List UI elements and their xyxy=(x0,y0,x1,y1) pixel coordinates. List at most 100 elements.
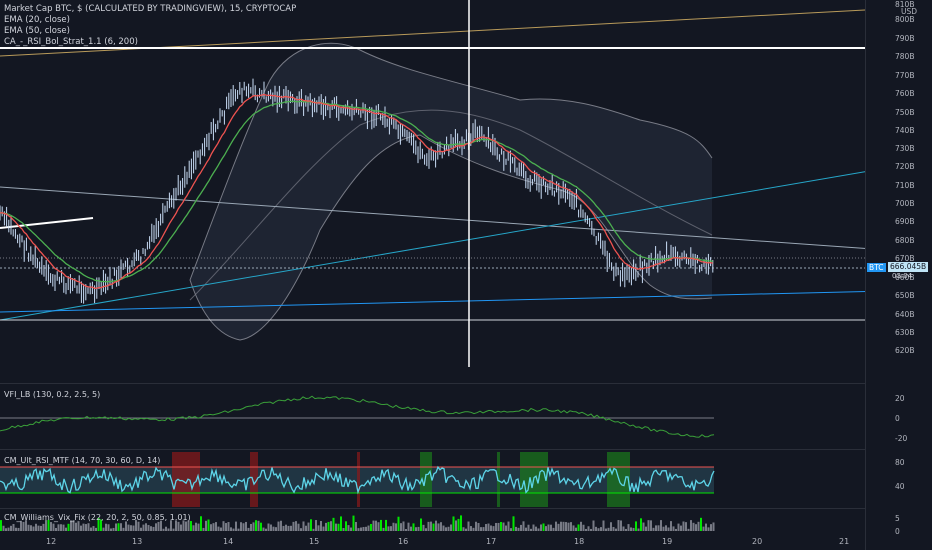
vix-bar xyxy=(42,523,45,531)
vix-bar xyxy=(467,521,470,531)
vfi-tick-20: 20 xyxy=(895,394,905,403)
vix-bar xyxy=(17,527,20,531)
vfi-label[interactable]: VFI_LB (130, 0.2, 2.5, 5) xyxy=(4,390,101,399)
rsi-signal-bar xyxy=(357,452,360,507)
vix-bar xyxy=(97,517,100,531)
time-tick: 14 xyxy=(223,537,234,546)
vix-bar xyxy=(492,526,495,531)
indicator-rsi-bol[interactable]: CA_-_RSI_Bol_Strat_1.1 (6, 200) xyxy=(4,37,138,47)
vix-bar xyxy=(32,526,35,531)
vix-bar xyxy=(487,523,490,531)
vix-bar xyxy=(632,527,635,531)
vix-bar xyxy=(405,528,407,531)
vix-bar xyxy=(560,521,562,531)
vix-bar xyxy=(107,524,110,531)
price-tick: 670B xyxy=(895,254,915,263)
vix-bar xyxy=(310,519,312,531)
vix-bar xyxy=(252,522,255,531)
vix-bar xyxy=(95,527,97,531)
vix-bar xyxy=(207,519,210,531)
vfi-pane[interactable] xyxy=(0,395,715,438)
vix-bar xyxy=(45,520,47,531)
vix-bar xyxy=(222,521,225,531)
price-axis[interactable] xyxy=(865,0,932,550)
vix-bar xyxy=(175,520,177,531)
pane-separator-1[interactable] xyxy=(0,383,865,384)
vix-bar xyxy=(170,520,172,531)
vix-bar xyxy=(395,523,397,531)
vix-label[interactable]: CM_Williams_Vix_Fix (22, 20, 2, 50, 0.85… xyxy=(4,513,191,522)
time-tick: 19 xyxy=(662,537,673,546)
vix-bar xyxy=(25,520,27,531)
price-tick: 620B xyxy=(895,346,915,355)
vix-bar xyxy=(437,523,440,531)
vix-bar xyxy=(262,527,265,531)
price-tick: 730B xyxy=(895,144,915,153)
vix-bar xyxy=(415,527,417,531)
vix-bar xyxy=(135,520,137,531)
vix-bar xyxy=(535,526,537,531)
vix-bar xyxy=(200,516,202,531)
vix-bar xyxy=(210,524,212,531)
vix-bar xyxy=(477,523,480,531)
vix-bar xyxy=(682,521,685,531)
vix-bar xyxy=(357,528,360,531)
vix-bar xyxy=(15,527,17,531)
time-tick: 15 xyxy=(309,537,320,546)
vix-bar xyxy=(182,520,185,531)
vix-bar xyxy=(372,520,375,531)
vix-bar xyxy=(302,521,305,531)
symbol-title[interactable]: Market Cap BTC, $ (CALCULATED BY TRADING… xyxy=(4,4,297,14)
vix-bar xyxy=(692,522,695,531)
vix-bar xyxy=(67,523,70,531)
vix-bar xyxy=(630,527,632,531)
vix-bar xyxy=(352,515,355,531)
descending-trendline xyxy=(0,186,888,251)
indicator-ema20[interactable]: EMA (20, close) xyxy=(4,15,70,25)
vix-bar xyxy=(237,528,240,531)
vix-bar xyxy=(355,522,357,531)
vix-bar xyxy=(552,527,555,531)
pane-separator-2[interactable] xyxy=(0,449,865,450)
vix-bar xyxy=(562,521,565,531)
vix-bar xyxy=(0,520,2,531)
vix-bar xyxy=(197,523,200,531)
rsi-label[interactable]: CM_Ult_RSI_MTF (14, 70, 30, 60, D, 14) xyxy=(4,456,161,465)
rsi-signal-bar xyxy=(172,452,200,507)
price-tick: 640B xyxy=(895,310,915,319)
vix-bar xyxy=(402,521,405,531)
vix-bar xyxy=(115,523,117,531)
vix-bar xyxy=(62,524,65,531)
vix-bar xyxy=(285,524,287,531)
vix-bar xyxy=(412,523,415,531)
pane-separator-3[interactable] xyxy=(0,508,865,509)
vix-bar xyxy=(707,527,710,531)
vix-bar xyxy=(185,521,187,531)
vix-bar xyxy=(360,527,362,531)
vix-bar xyxy=(112,527,115,531)
vix-bar xyxy=(35,523,37,531)
vix-bar xyxy=(417,526,420,531)
vix-bar xyxy=(120,523,122,531)
vix-bar xyxy=(225,523,227,531)
vix-bar xyxy=(145,523,147,531)
vix-bar xyxy=(150,526,152,531)
vix-bar xyxy=(597,528,600,531)
vix-bar xyxy=(420,518,422,531)
vix-bar xyxy=(557,523,560,531)
vix-bar xyxy=(652,527,655,531)
vix-bar xyxy=(165,526,167,531)
vix-bar xyxy=(2,525,5,531)
vix-bar xyxy=(615,528,617,531)
vix-bar xyxy=(392,522,395,531)
vix-bar xyxy=(690,520,692,531)
price-tick: 630B xyxy=(895,328,915,337)
rsi-pane[interactable] xyxy=(0,452,715,507)
indicator-ema50[interactable]: EMA (50, close) xyxy=(4,26,70,36)
main-price-pane[interactable] xyxy=(0,0,888,367)
vix-bar xyxy=(507,521,510,531)
vix-bar xyxy=(665,525,667,531)
vix-bar xyxy=(520,524,522,531)
vix-bar xyxy=(457,518,460,531)
